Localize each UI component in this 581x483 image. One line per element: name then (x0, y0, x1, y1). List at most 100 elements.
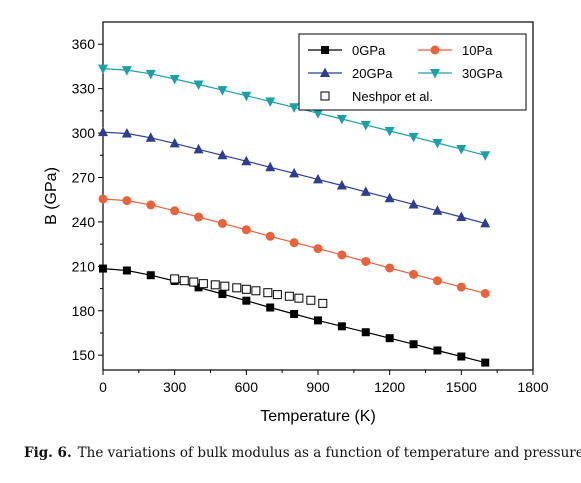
legend-label: 0GPa (352, 43, 386, 58)
data-point (313, 109, 323, 119)
data-point (337, 322, 346, 331)
data-point (146, 271, 155, 280)
data-point (306, 295, 316, 305)
data-point (456, 211, 467, 222)
data-point (409, 269, 419, 279)
y-tick-label: 330 (72, 81, 96, 97)
data-point (408, 198, 419, 209)
data-point (217, 86, 228, 96)
data-point (263, 288, 273, 298)
data-point (170, 274, 180, 284)
data-point (241, 155, 252, 166)
data-point (432, 138, 443, 149)
data-point (121, 66, 132, 76)
data-point (336, 114, 347, 125)
y-tick-label: 240 (72, 214, 96, 230)
series-layer (98, 64, 491, 367)
figure-label: Fig. 6. (24, 445, 72, 461)
y-tick-label: 150 (72, 347, 96, 363)
series-line (102, 131, 486, 224)
data-point (361, 256, 371, 266)
data-point (385, 263, 395, 273)
data-point (432, 276, 442, 286)
data-point (289, 167, 300, 178)
figure-caption-text: The variations of bulk modulus as a func… (77, 445, 581, 461)
data-point (145, 69, 156, 80)
y-tick-label: 300 (72, 125, 96, 141)
data-point (480, 288, 490, 298)
chart: 0 300 600 900 1200 1500 1800 150 180 210 240 270 300… (43, 21, 549, 425)
data-point (361, 328, 370, 337)
legend-label: 30GPa (462, 66, 503, 81)
y-tick-label: 360 (72, 36, 96, 52)
data-point (98, 194, 108, 204)
data-point (265, 231, 275, 241)
legend-entry: 30GPa (418, 66, 503, 81)
data-point (336, 179, 347, 190)
data-point (318, 298, 328, 308)
series-2 (98, 126, 491, 228)
data-point (384, 126, 395, 137)
legend-marker (320, 91, 330, 101)
data-point (218, 290, 227, 299)
data-point (232, 283, 242, 293)
data-point (241, 91, 252, 102)
x-tick-label: 900 (306, 379, 330, 395)
data-point (217, 218, 227, 228)
data-point (408, 132, 419, 143)
data-point (146, 200, 156, 210)
legend-frame (298, 33, 527, 111)
data-point (193, 143, 204, 154)
x-tick-label: 1200 (374, 379, 405, 395)
data-point (121, 128, 132, 138)
data-point (194, 283, 203, 292)
axis-ticks: 0 300 600 900 1200 1500 1800 150 180 210 240 270 300… (72, 36, 549, 395)
data-point (384, 192, 395, 203)
data-point (98, 126, 108, 137)
data-point (266, 303, 275, 312)
x-tick-label: 600 (235, 379, 259, 395)
data-point (122, 196, 132, 206)
data-point (481, 358, 490, 367)
legend: 0GPa 10Pa 20GPa 30GPa Neshpor et al. (298, 33, 527, 111)
data-point (179, 276, 189, 286)
data-point (313, 173, 323, 184)
legend-label: Neshpor et al. (352, 89, 433, 104)
legend-entry: 10Pa (418, 43, 493, 58)
data-point (314, 316, 322, 325)
y-axis-label: B (GPa) (43, 167, 60, 225)
data-point (193, 80, 204, 90)
legend-label: 10Pa (462, 43, 493, 58)
data-point (194, 212, 204, 222)
series-4 (170, 274, 328, 308)
figure-caption: Fig. 6. The variations of bulk modulus as… (24, 445, 581, 461)
data-point (313, 244, 323, 254)
data-point (170, 206, 180, 216)
data-point (360, 120, 371, 131)
y-tick-label: 270 (72, 169, 96, 185)
data-point (210, 280, 220, 290)
x-tick-label: 300 (163, 379, 187, 395)
data-point (265, 161, 276, 172)
series-1 (98, 194, 490, 298)
legend-entry: 0GPa (308, 43, 386, 58)
data-point (145, 132, 156, 142)
data-point (241, 284, 251, 294)
legend-marker (321, 46, 329, 54)
data-point (480, 151, 491, 161)
data-point (99, 264, 107, 273)
y-tick-label: 210 (72, 258, 96, 274)
data-point (272, 290, 282, 300)
data-point (217, 149, 228, 160)
legend-entry: 20GPa (308, 66, 393, 81)
data-point (433, 346, 442, 355)
data-point (480, 217, 491, 228)
series-3 (98, 64, 491, 161)
data-point (251, 286, 261, 296)
data-point (360, 186, 371, 196)
data-point (98, 64, 108, 75)
series-0 (99, 264, 490, 367)
x-tick-label: 1500 (446, 379, 477, 395)
data-point (456, 282, 466, 292)
legend-marker (430, 69, 440, 79)
